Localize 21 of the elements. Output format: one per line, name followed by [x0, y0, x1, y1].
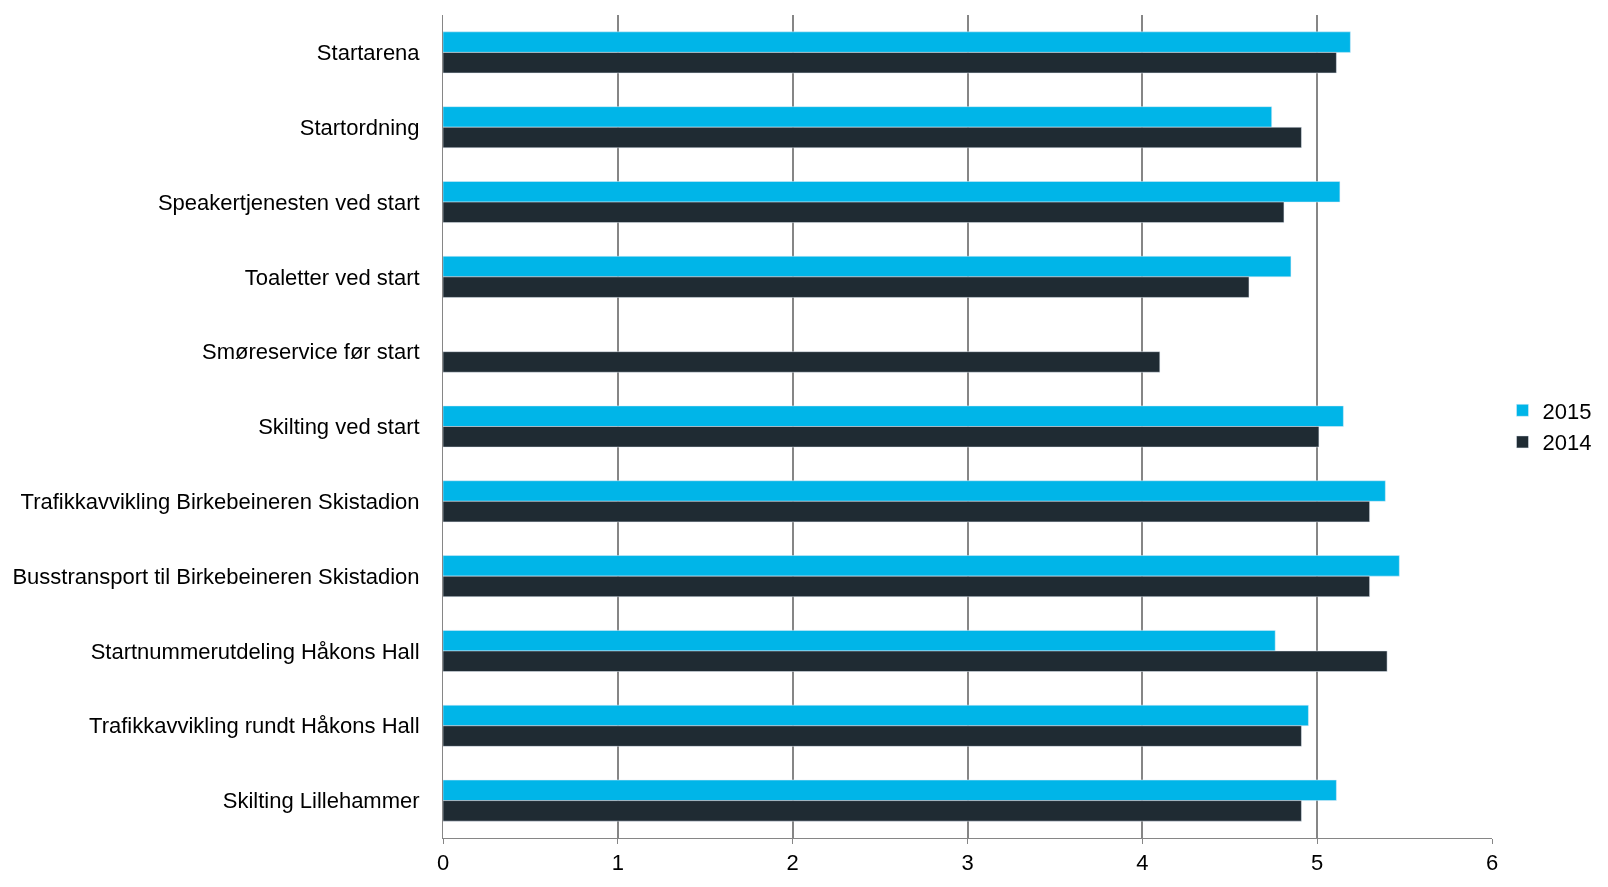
legend-label: 2014	[1542, 430, 1592, 456]
y-tick-label: Startordning	[299, 114, 420, 140]
legend-label: 2015	[1542, 398, 1592, 424]
x-tick-label: 4	[1136, 850, 1149, 876]
x-tick-label: 3	[961, 850, 974, 876]
y-tick-label: Speakertjenesten ved start	[157, 189, 420, 215]
y-tick-label: Startarena	[316, 40, 421, 66]
y-tick-label: Busstransport til Birkebeineren Skistadion	[12, 563, 420, 589]
y-tick-label: Startnummerutdeling Håkons Hall	[90, 638, 420, 664]
x-tick-label: 2	[786, 850, 799, 876]
y-tick-label: Toaletter ved start	[244, 264, 420, 290]
y-tick-label: Trafikkavvikling Birkebeineren Skistadion	[20, 489, 420, 515]
x-tick-label: 1	[611, 850, 624, 876]
x-tick-label: 0	[436, 850, 450, 876]
y-tick-label: Trafikkavvikling rundt Håkons Hall	[89, 713, 420, 739]
x-tick-label: 5	[1311, 850, 1324, 876]
y-tick-label: Smøreservice før start	[202, 339, 420, 365]
x-tick-label: 6	[1485, 850, 1499, 876]
y-tick-label: Skilting ved start	[258, 414, 420, 440]
bar	[443, 351, 1161, 373]
y-tick-label: Skilting Lillehammer	[222, 788, 420, 814]
